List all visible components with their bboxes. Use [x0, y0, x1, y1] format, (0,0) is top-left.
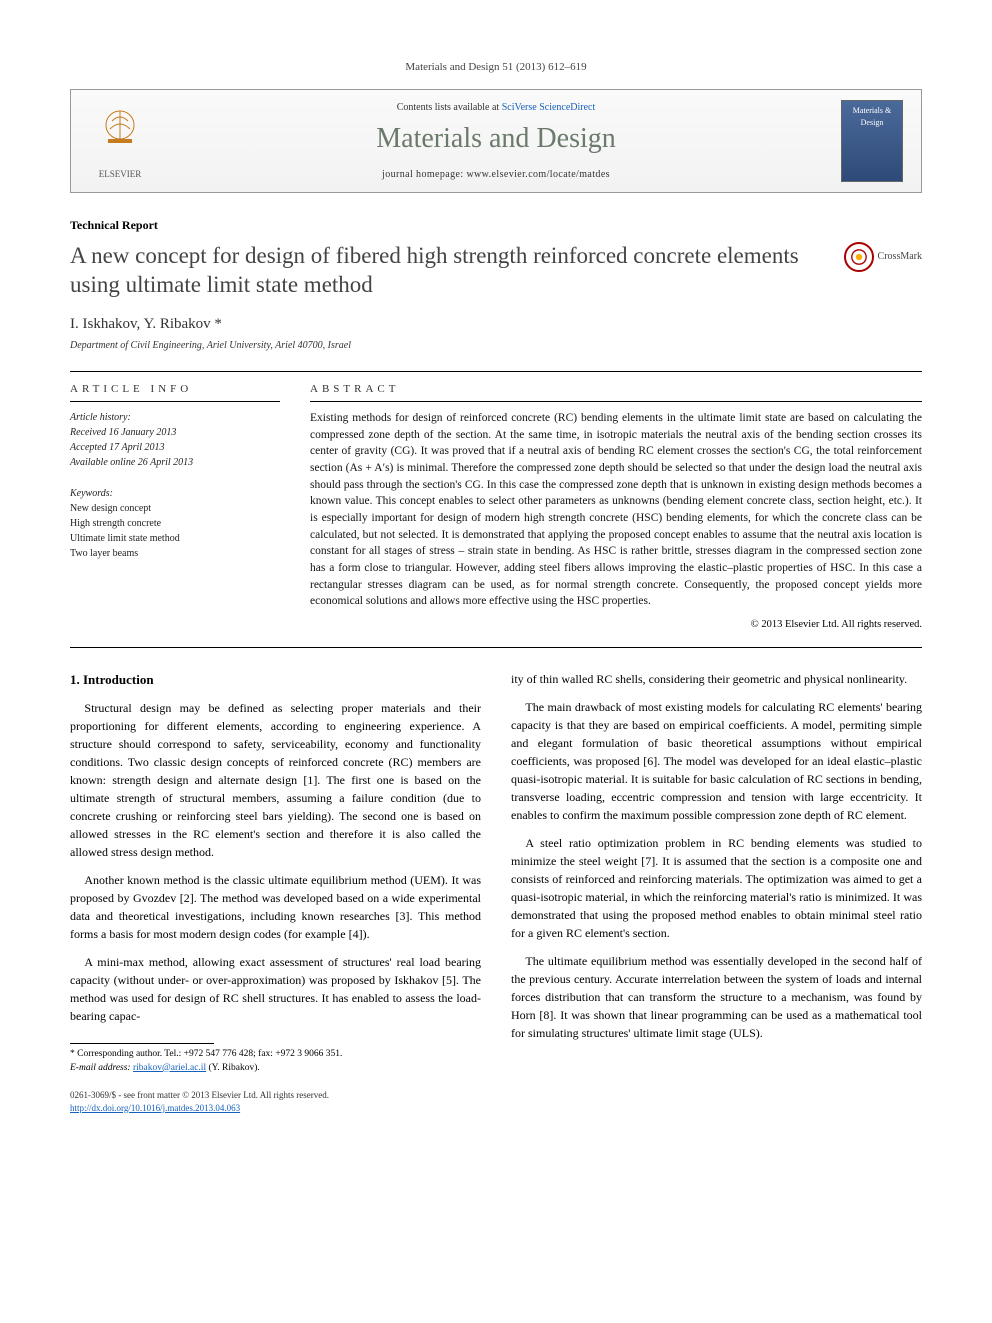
history-online: Available online 26 April 2013	[70, 455, 280, 470]
body-paragraph: The main drawback of most existing model…	[511, 698, 922, 824]
keyword: Ultimate limit state method	[70, 531, 280, 546]
top-citation: Materials and Design 51 (2013) 612–619	[70, 60, 922, 75]
rule-top	[70, 371, 922, 372]
elsevier-tree-icon	[90, 103, 150, 163]
section-number: 1.	[70, 672, 80, 687]
sciencedirect-link[interactable]: SciVerse ScienceDirect	[502, 102, 596, 113]
cover-thumb-block: Materials & Design	[837, 100, 907, 182]
page-container: Materials and Design 51 (2013) 612–619 E…	[0, 0, 992, 1154]
article-info-head: ARTICLE INFO	[70, 382, 280, 402]
body-paragraph: A steel ratio optimization problem in RC…	[511, 834, 922, 942]
info-abstract-row: ARTICLE INFO Article history: Received 1…	[70, 382, 922, 648]
keywords-label: Keywords:	[70, 486, 280, 501]
abstract-head: ABSTRACT	[310, 382, 922, 402]
history-label: Article history:	[70, 410, 280, 425]
contents-prefix: Contents lists available at	[397, 102, 502, 113]
footnote-email-suffix: (Y. Ribakov).	[208, 1063, 259, 1073]
doi-link[interactable]: http://dx.doi.org/10.1016/j.matdes.2013.…	[70, 1103, 240, 1113]
cover-thumb-text: Materials & Design	[842, 101, 902, 131]
crossmark-badge[interactable]: CrossMark	[844, 242, 922, 272]
keywords-block: Keywords: New design concept High streng…	[70, 486, 280, 561]
journal-homepage-line: journal homepage: www.elsevier.com/locat…	[155, 168, 837, 182]
crossmark-icon	[844, 242, 874, 272]
footnote-email-label: E-mail address:	[70, 1063, 131, 1073]
body-paragraph: The ultimate equilibrium method was esse…	[511, 952, 922, 1042]
corresponding-author-footnote: * Corresponding author. Tel.: +972 547 7…	[70, 1048, 481, 1075]
journal-cover-icon: Materials & Design	[841, 100, 903, 182]
page-footer: 0261-3069/$ - see front matter © 2013 El…	[70, 1089, 481, 1114]
homepage-prefix: journal homepage:	[382, 169, 466, 180]
keyword: High strength concrete	[70, 516, 280, 531]
history-received: Received 16 January 2013	[70, 425, 280, 440]
article-info-col: ARTICLE INFO Article history: Received 1…	[70, 382, 280, 633]
article-history: Article history: Received 16 January 201…	[70, 410, 280, 470]
homepage-url[interactable]: www.elsevier.com/locate/matdes	[466, 169, 610, 180]
history-accepted: Accepted 17 April 2013	[70, 440, 280, 455]
crossmark-label: CrossMark	[878, 250, 922, 264]
section-title: Introduction	[83, 672, 154, 687]
footnote-separator	[70, 1043, 214, 1044]
footnote-corr: * Corresponding author. Tel.: +972 547 7…	[70, 1048, 481, 1061]
journal-name: Materials and Design	[155, 119, 837, 158]
journal-header-box: ELSEVIER Contents lists available at Sci…	[70, 89, 922, 193]
footnote-email-link[interactable]: ribakov@ariel.ac.il	[133, 1063, 206, 1073]
abstract-copyright: © 2013 Elsevier Ltd. All rights reserved…	[310, 618, 922, 633]
abstract-text: Existing methods for design of reinforce…	[310, 410, 922, 610]
report-type: Technical Report	[70, 217, 922, 234]
publisher-name: ELSEVIER	[85, 168, 155, 181]
publisher-logo-block: ELSEVIER	[85, 103, 155, 181]
body-col-left: 1. Introduction Structural design may be…	[70, 670, 481, 1114]
body-col-right: ity of thin walled RC shells, considerin…	[511, 670, 922, 1114]
body-paragraph: A mini-max method, allowing exact assess…	[70, 953, 481, 1025]
contents-line: Contents lists available at SciVerse Sci…	[155, 101, 837, 115]
article-title: A new concept for design of fibered high…	[70, 242, 832, 300]
body-columns: 1. Introduction Structural design may be…	[70, 670, 922, 1114]
body-paragraph: Structural design may be defined as sele…	[70, 699, 481, 861]
header-center: Contents lists available at SciVerse Sci…	[155, 101, 837, 182]
body-paragraph: Another known method is the classic ulti…	[70, 871, 481, 943]
body-paragraph: ity of thin walled RC shells, considerin…	[511, 670, 922, 688]
keyword: Two layer beams	[70, 546, 280, 561]
authors: I. Iskhakov, Y. Ribakov *	[70, 314, 922, 335]
affiliation: Department of Civil Engineering, Ariel U…	[70, 339, 922, 353]
abstract-col: ABSTRACT Existing methods for design of …	[310, 382, 922, 633]
section-heading: 1. Introduction	[70, 670, 481, 690]
front-matter-line: 0261-3069/$ - see front matter © 2013 El…	[70, 1089, 481, 1102]
keyword: New design concept	[70, 501, 280, 516]
